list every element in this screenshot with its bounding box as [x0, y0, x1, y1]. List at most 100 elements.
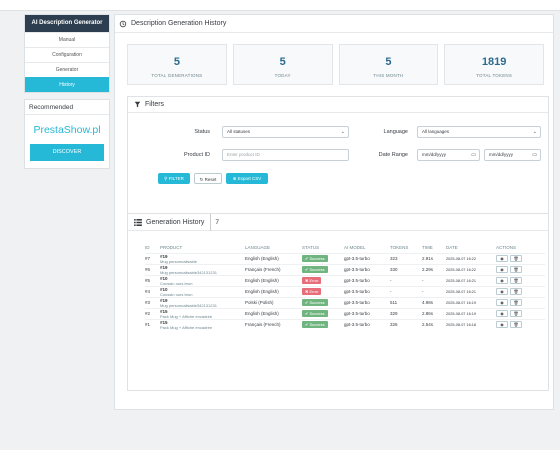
cell-id: #2: [145, 307, 160, 319]
brand-logo[interactable]: PrestaShow.pl: [33, 124, 101, 136]
eye-icon[interactable]: ◉: [496, 288, 508, 295]
trash-icon[interactable]: 🗑: [510, 310, 522, 317]
calendar-icon[interactable]: ▭: [471, 152, 476, 158]
product-name[interactable]: Mug personnalisable342131231: [160, 302, 217, 308]
table-row: #6 #19 Mug personnalisable342131231 Françai…: [145, 263, 545, 275]
history-icon: [119, 20, 127, 27]
column-header: ACTIONS: [496, 244, 517, 250]
product-name[interactable]: Coussin ours brun: [160, 280, 193, 286]
menu-item-configuration[interactable]: Configuration: [25, 47, 109, 62]
cell-language: Français (French): [245, 318, 302, 330]
date-range-label: Date Range: [378, 152, 408, 158]
filters-header: Filters: [128, 97, 548, 113]
product-id-input[interactable]: Enter product ID: [222, 149, 349, 161]
trash-icon[interactable]: 🗑: [510, 299, 522, 306]
cell-date: 2025-08-07 16:22: [446, 252, 496, 264]
table-row: #3 #19 Mug personnalisable342131231 Polski …: [145, 296, 545, 308]
trash-icon[interactable]: 🗑: [510, 321, 522, 329]
history-header: Generation History 7: [128, 213, 548, 231]
cell-tokens: 511: [390, 296, 422, 308]
product-name[interactable]: Pack Mug + Affiche encadrée: [160, 313, 213, 319]
stat-value: 5: [385, 56, 392, 68]
trash-icon[interactable]: 🗑: [510, 255, 522, 262]
status-badge: ✖ Error: [302, 288, 322, 295]
column-header: ID: [145, 244, 150, 250]
status-text: Success: [309, 311, 325, 316]
date-from-input[interactable]: mm/dd/yyyy ▭: [417, 149, 480, 161]
cell-product: #10 Coussin ours brun: [160, 274, 245, 286]
table-header-row: ID PRODUCT LANGUAGE STATUS AI MODEL TOKE…: [145, 242, 545, 253]
status-badge: ✔ Success: [302, 299, 328, 306]
cell-model: gpt-3.5-turbo: [344, 318, 390, 330]
table-row: #2 #15 Pack Mug + Affiche encadrée English …: [145, 307, 545, 319]
cell-product: #10 Coussin ours brun: [160, 285, 245, 297]
history-panel: Generation History 7 ID PRODUCT LANGUAGE…: [127, 213, 549, 391]
eye-icon[interactable]: ◉: [496, 310, 508, 317]
product-name[interactable]: Mug personnalisable342131231: [160, 269, 217, 275]
language-label: Language: [383, 129, 408, 135]
column-header: STATUS: [302, 244, 320, 250]
menu-item-generator[interactable]: Generator: [25, 62, 109, 77]
check-icon: ✔: [305, 267, 309, 272]
eye-icon[interactable]: ◉: [496, 277, 508, 284]
cell-time: 2.91s: [422, 252, 446, 264]
column-header: TOKENS: [390, 244, 409, 250]
stat-label: TODAY: [274, 73, 291, 78]
cell-language: English (English): [245, 307, 302, 319]
status-text: Success: [309, 256, 325, 261]
module-menu: AI Description Generator Manual Configur…: [24, 14, 110, 93]
refresh-icon: ↻: [199, 177, 204, 182]
date-to-input[interactable]: mm/dd/yyyy ▭: [484, 149, 541, 161]
cell-model: gpt-3.5-turbo: [344, 285, 390, 297]
product-id: #15: [160, 319, 168, 325]
cell-date: 2025-08-07 16:19: [446, 296, 496, 308]
status-select[interactable]: All statuses ⌄: [222, 126, 349, 138]
cell-date: 2025-08-07 16:22: [446, 263, 496, 275]
chevron-down-icon: ⌄: [340, 129, 345, 135]
date-from-placeholder: mm/dd/yyyy: [422, 152, 447, 157]
funnel-icon: [134, 101, 141, 108]
list-icon: [134, 218, 142, 226]
stat-card-month: 5 THIS MONTH: [338, 44, 439, 85]
eye-icon[interactable]: ◉: [496, 255, 508, 262]
eye-icon[interactable]: ◉: [496, 321, 508, 329]
product-id: #19: [160, 297, 168, 303]
eye-icon[interactable]: ◉: [496, 266, 508, 273]
export-csv-button[interactable]: ⊕ Export CSV: [226, 173, 268, 184]
cell-language: English (English): [245, 285, 302, 297]
cell-id: #5: [145, 274, 160, 286]
status-badge: ✔ Success: [302, 255, 328, 262]
filter-button-label: FILTER: [168, 176, 184, 181]
filter-button[interactable]: ⚲ FILTER: [158, 173, 190, 184]
cell-time: -: [422, 285, 446, 297]
reset-button[interactable]: ↻ Reset: [194, 173, 222, 184]
history-count: 7: [210, 213, 219, 231]
cell-language: English (English): [245, 252, 302, 264]
status-text: Success: [309, 267, 325, 272]
eye-icon[interactable]: ◉: [496, 299, 508, 306]
cell-model: gpt-3.5-turbo: [344, 263, 390, 275]
menu-item-history[interactable]: History: [25, 77, 109, 92]
trash-icon[interactable]: 🗑: [510, 266, 522, 273]
check-icon: ✔: [305, 322, 309, 328]
product-name[interactable]: Pack Mug + Affiche encadrée: [160, 324, 213, 330]
menu-item-manual[interactable]: Manual: [25, 32, 109, 47]
recommended-title: Recommended: [25, 100, 109, 115]
cell-language: English (English): [245, 274, 302, 286]
calendar-icon[interactable]: ▭: [532, 152, 537, 158]
cell-date: 2025-08-07 16:21: [446, 274, 496, 286]
cell-actions: ◉ 🗑: [496, 285, 545, 297]
cell-tokens: 330: [390, 263, 422, 275]
language-select[interactable]: All languages ⌄: [417, 126, 541, 138]
discover-button[interactable]: DISCOVER: [30, 144, 104, 161]
trash-icon[interactable]: 🗑: [510, 288, 522, 295]
status-badge: ✖ Error: [302, 277, 322, 284]
stat-card-tokens: 1819 TOTAL TOKENS: [444, 44, 544, 85]
product-name[interactable]: Mug personnalisable: [160, 258, 197, 264]
trash-icon[interactable]: 🗑: [510, 277, 522, 284]
product-id: #10: [160, 286, 168, 292]
cell-status: ✔ Success: [302, 318, 344, 330]
product-name[interactable]: Coussin ours brun: [160, 291, 193, 297]
cell-tokens: -: [390, 285, 422, 297]
table-row: #7 #19 Mug personnalisable English (English…: [145, 252, 545, 264]
